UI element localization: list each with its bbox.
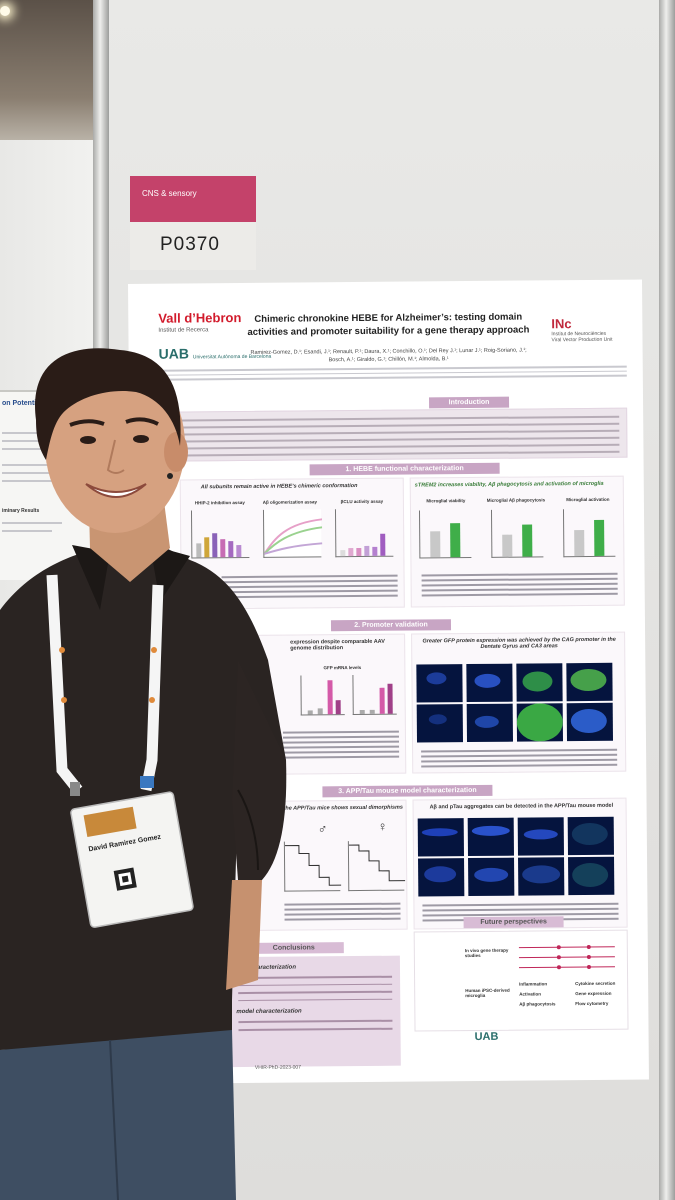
tau-micrograph-6 xyxy=(468,857,515,897)
chart-bclu-activity xyxy=(334,508,394,558)
section-1-right-panel: sTREM2 increases viability, Aβ phagocyto… xyxy=(409,475,625,608)
neighbor-poster-heading: iminary Results xyxy=(2,508,40,514)
board-frame-right xyxy=(659,0,675,1200)
section-2-right-caption xyxy=(421,748,618,771)
section-2-left-subtitle: expression despite comparable AAV genome… xyxy=(290,638,385,652)
introduction-heading: Introduction xyxy=(429,396,510,409)
future-inflammation: Inflammation xyxy=(519,981,548,987)
section-2-right-subtitle: Greater GFP protein expression was achie… xyxy=(422,636,616,650)
micrograph-6 xyxy=(466,703,514,743)
research-poster: Vall d’Hebron Institut de Recerca UAB Un… xyxy=(128,279,649,1084)
chart-microglial-viability xyxy=(418,510,472,559)
micrograph-5 xyxy=(416,704,464,743)
section-3-heading: 3. APP/Tau mouse model characterization xyxy=(322,784,493,798)
chart-caption-activation: Microglial activation xyxy=(566,496,610,503)
micrograph-2 xyxy=(466,663,513,703)
micrograph-8 xyxy=(566,702,614,742)
footer-uab-logo: UAB xyxy=(474,1030,499,1044)
chart-caption-bclu: βCLU activity assay xyxy=(340,498,384,505)
micrograph-4 xyxy=(566,662,613,702)
section-2-right-panel: Greater GFP protein expression was achie… xyxy=(411,631,627,774)
future-perspectives-panel: In vivo gene therapy studies Human iPSC-… xyxy=(413,929,629,1032)
chart-survival-male xyxy=(283,841,342,892)
chart-ab-oligomerization xyxy=(262,509,323,558)
section-3-left-subtitle: the APP/Tau mice shows sexual dimorphism… xyxy=(283,804,404,812)
tau-micrograph-5 xyxy=(418,858,465,897)
future-in-vivo: In vivo gene therapy studies xyxy=(464,947,509,959)
section-1-left-panel: All subunits remain active in HEBE’s chi… xyxy=(179,477,405,610)
chart-gfp-mrna-2 xyxy=(352,674,397,716)
tau-micrograph-7 xyxy=(518,857,565,896)
ab-curves xyxy=(263,518,323,555)
future-gene-expression: Gene expression xyxy=(575,990,612,997)
future-phagocytosis: Aβ phagocytosis xyxy=(519,1001,556,1007)
female-symbol-icon: ♀ xyxy=(377,818,388,834)
section-1-heading: 1. HEBE functional characterization xyxy=(309,462,500,476)
section-1-right-subtitle: sTREM2 increases viability, Aβ phagocyto… xyxy=(414,480,604,489)
future-ipsc: Human iPSC-derived microglia xyxy=(465,987,510,999)
section-2-left-caption xyxy=(282,730,400,762)
micrograph-1 xyxy=(416,664,463,703)
section-3-right-subtitle: Aβ and pTau aggregates can be detected i… xyxy=(429,802,614,811)
chart-microglial-phagocytosis xyxy=(490,509,544,558)
future-cytokine: Cytokine secretion xyxy=(575,980,616,987)
male-symbol-icon: ♂ xyxy=(317,821,328,837)
section-3-right-panel: Aβ and pTau aggregates can be detected i… xyxy=(412,797,628,930)
section-2-heading: 2. Promoter validation xyxy=(330,619,452,632)
micrograph-7 xyxy=(516,703,564,742)
tag-code: P0370 xyxy=(130,222,256,270)
future-flow-cytometry: Flow cytometry xyxy=(575,1000,609,1007)
future-activation: Activation xyxy=(519,991,541,997)
section-3-left-panel: the APP/Tau mice shows sexual dimorphism… xyxy=(182,799,408,932)
chart-survival-female xyxy=(347,840,406,892)
ceiling-light xyxy=(0,6,10,16)
tau-micrograph-8 xyxy=(568,856,615,896)
section-1-right-caption xyxy=(421,572,618,600)
tau-micrograph-4 xyxy=(567,816,614,856)
presenter-person xyxy=(0,348,287,1200)
survival-male-curve xyxy=(284,845,342,886)
micrograph-3 xyxy=(516,663,563,702)
neighbor-poster-title: on Potential xyxy=(2,400,43,407)
chart-caption-viability: Microglial viability xyxy=(426,498,466,504)
inc-logo: INc Institut de Neurociències Viral Vect… xyxy=(551,316,613,344)
tau-micrograph-3 xyxy=(517,817,565,856)
tag-category: CNS & sensory xyxy=(130,176,256,222)
tau-micrograph-2 xyxy=(467,817,515,857)
poster-number-tag: CNS & sensory P0370 xyxy=(130,176,256,270)
timeline-graphic xyxy=(518,945,615,970)
future-heading: Future perspectives xyxy=(463,916,564,929)
section-3-left-caption xyxy=(284,902,401,924)
chart-caption-phagocytosis: Microglial Aβ phagocytosis xyxy=(486,497,546,503)
tau-micrograph-1 xyxy=(417,818,465,857)
chart-microglial-activation xyxy=(562,508,616,558)
chart-caption-gfp: GFP mRNA levels xyxy=(323,664,362,671)
survival-female-curve xyxy=(348,844,406,882)
chart-gfp-mrna-1 xyxy=(300,675,345,716)
